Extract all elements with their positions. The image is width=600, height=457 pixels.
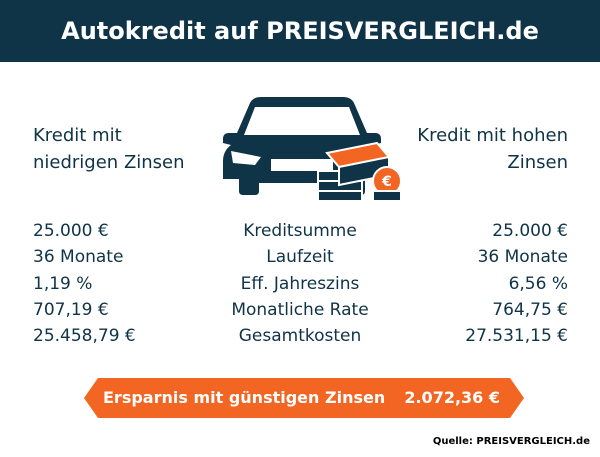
header-bar — [0, 0, 600, 62]
car-money-icon: € — [223, 97, 402, 202]
table-row: 36 Monate Laufzeit 36 Monate — [0, 244, 600, 270]
savings-label: Ersparnis mit günstigen Zinsen — [103, 388, 386, 407]
savings-value: 2.072,36 € — [404, 388, 500, 407]
right-value: 25.000 € — [492, 221, 568, 241]
row-label: Monatliche Rate — [231, 299, 369, 320]
left-heading: Kredit mit niedrigen Zinsen — [33, 125, 185, 173]
right-value: 6,56 % — [508, 273, 568, 294]
left-value: 36 Monate — [33, 247, 124, 268]
table-row: 707,19 € Monatliche Rate 764,75 € — [0, 297, 600, 323]
right-value: 36 Monate — [477, 247, 568, 268]
row-label: Kreditsumme — [243, 221, 357, 241]
title: Autokredit auf PREISVERGLEICH.de — [61, 17, 539, 45]
row-label: Gesamtkosten — [238, 326, 362, 347]
left-value: 25.458,79 € — [33, 326, 136, 347]
row-label: Eff. Jahreszins — [240, 273, 360, 294]
left-value: 25.000 € — [33, 221, 109, 241]
right-value: 27.531,15 € — [465, 326, 568, 347]
source: Quelle: PREISVERGLEICH.de — [432, 436, 590, 447]
right-heading: Kredit mit hohen Zinsen — [417, 125, 568, 173]
row-label: Laufzeit — [266, 247, 334, 268]
right-value: 764,75 € — [492, 299, 568, 320]
left-value: 1,19 % — [33, 273, 93, 294]
left-value: 707,19 € — [33, 299, 109, 320]
table-row: 1,19 % Eff. Jahreszins 6,56 % — [0, 271, 600, 297]
table-row: 25.000 € Kreditsumme 25.000 € — [0, 218, 600, 244]
table-row: 25.458,79 € Gesamtkosten 27.531,15 € — [0, 323, 600, 349]
svg-text:€: € — [381, 174, 392, 190]
